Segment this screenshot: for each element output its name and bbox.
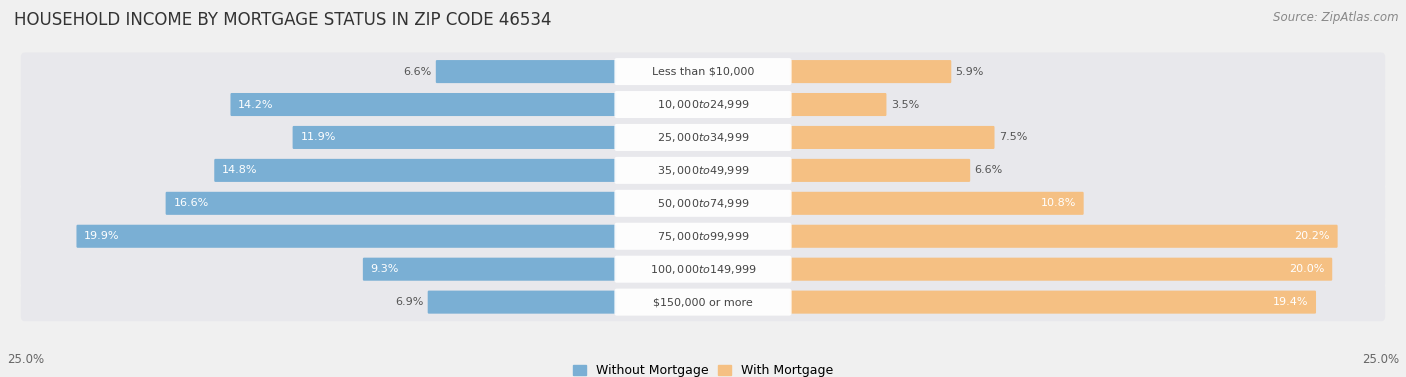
Text: 9.3%: 9.3% (371, 264, 399, 274)
FancyBboxPatch shape (21, 250, 1385, 288)
Text: 25.0%: 25.0% (7, 353, 44, 366)
Text: 25.0%: 25.0% (1362, 353, 1399, 366)
FancyBboxPatch shape (790, 192, 1084, 215)
FancyBboxPatch shape (21, 283, 1385, 321)
Text: $100,000 to $149,999: $100,000 to $149,999 (650, 263, 756, 276)
FancyBboxPatch shape (614, 58, 792, 85)
Text: $25,000 to $34,999: $25,000 to $34,999 (657, 131, 749, 144)
FancyBboxPatch shape (436, 60, 616, 83)
Text: $35,000 to $49,999: $35,000 to $49,999 (657, 164, 749, 177)
Text: 3.5%: 3.5% (891, 100, 920, 110)
FancyBboxPatch shape (790, 93, 886, 116)
Text: 11.9%: 11.9% (301, 132, 336, 143)
Text: 6.9%: 6.9% (395, 297, 423, 307)
FancyBboxPatch shape (790, 225, 1337, 248)
FancyBboxPatch shape (21, 217, 1385, 255)
FancyBboxPatch shape (614, 256, 792, 283)
FancyBboxPatch shape (614, 91, 792, 118)
FancyBboxPatch shape (614, 124, 792, 151)
Text: 5.9%: 5.9% (956, 67, 984, 77)
FancyBboxPatch shape (790, 291, 1316, 314)
FancyBboxPatch shape (614, 289, 792, 316)
FancyBboxPatch shape (166, 192, 616, 215)
FancyBboxPatch shape (21, 151, 1385, 190)
FancyBboxPatch shape (76, 225, 616, 248)
Text: 19.9%: 19.9% (84, 231, 120, 241)
Text: HOUSEHOLD INCOME BY MORTGAGE STATUS IN ZIP CODE 46534: HOUSEHOLD INCOME BY MORTGAGE STATUS IN Z… (14, 11, 551, 29)
FancyBboxPatch shape (790, 257, 1333, 281)
Text: $150,000 or more: $150,000 or more (654, 297, 752, 307)
FancyBboxPatch shape (790, 126, 994, 149)
Legend: Without Mortgage, With Mortgage: Without Mortgage, With Mortgage (574, 364, 832, 377)
FancyBboxPatch shape (21, 184, 1385, 222)
FancyBboxPatch shape (363, 257, 616, 281)
Text: 7.5%: 7.5% (998, 132, 1028, 143)
FancyBboxPatch shape (21, 118, 1385, 156)
Text: 19.4%: 19.4% (1272, 297, 1308, 307)
Text: $75,000 to $99,999: $75,000 to $99,999 (657, 230, 749, 243)
FancyBboxPatch shape (231, 93, 616, 116)
FancyBboxPatch shape (214, 159, 616, 182)
FancyBboxPatch shape (614, 157, 792, 184)
Text: 14.2%: 14.2% (238, 100, 274, 110)
FancyBboxPatch shape (614, 190, 792, 217)
Text: 6.6%: 6.6% (974, 166, 1002, 175)
Text: 16.6%: 16.6% (173, 198, 208, 208)
FancyBboxPatch shape (292, 126, 616, 149)
Text: 20.0%: 20.0% (1289, 264, 1324, 274)
Text: Source: ZipAtlas.com: Source: ZipAtlas.com (1274, 11, 1399, 24)
Text: 10.8%: 10.8% (1040, 198, 1076, 208)
Text: $50,000 to $74,999: $50,000 to $74,999 (657, 197, 749, 210)
Text: $10,000 to $24,999: $10,000 to $24,999 (657, 98, 749, 111)
FancyBboxPatch shape (21, 86, 1385, 124)
FancyBboxPatch shape (790, 159, 970, 182)
FancyBboxPatch shape (790, 60, 952, 83)
Text: 6.6%: 6.6% (404, 67, 432, 77)
Text: 14.8%: 14.8% (222, 166, 257, 175)
FancyBboxPatch shape (614, 223, 792, 250)
FancyBboxPatch shape (21, 52, 1385, 91)
Text: Less than $10,000: Less than $10,000 (652, 67, 754, 77)
Text: 20.2%: 20.2% (1295, 231, 1330, 241)
FancyBboxPatch shape (427, 291, 616, 314)
